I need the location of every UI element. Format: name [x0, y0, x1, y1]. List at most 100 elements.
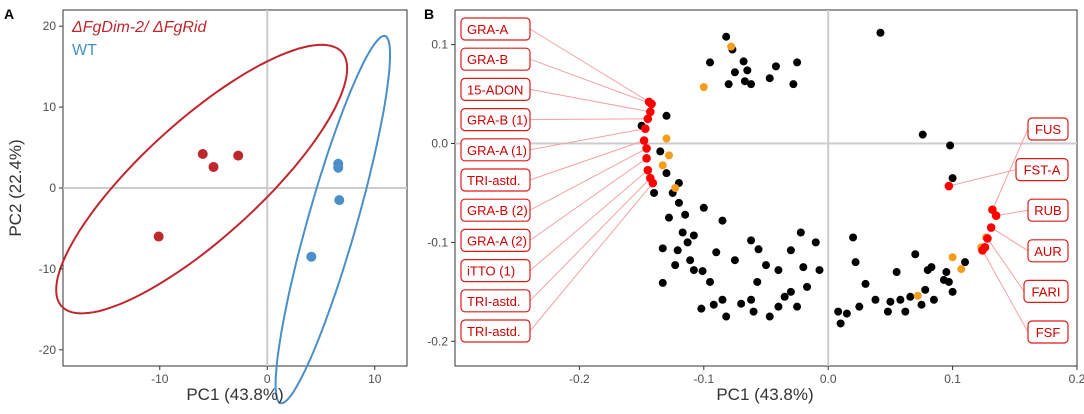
- metabolite-label-box-left-10: [460, 319, 531, 343]
- loading-point-black-10: [793, 58, 802, 67]
- loading-point-black-80: [961, 258, 970, 267]
- loading-point-black-47: [737, 299, 746, 308]
- panel-b-label: B: [424, 6, 434, 22]
- loading-point-black-18: [674, 198, 683, 207]
- metabolite-label-box-left-8: [460, 259, 531, 283]
- metabolite-label-right-5: FSF: [1036, 325, 1061, 340]
- loading-point-orange-2: [662, 134, 671, 143]
- loading-point-black-4: [743, 66, 752, 75]
- metabolite-label-left-4: GRA-A (1): [467, 143, 527, 158]
- legend-entry-wt: WT: [72, 42, 97, 59]
- loading-point-orange-1: [699, 83, 708, 92]
- loading-point-black-66: [901, 307, 910, 316]
- loading-point-black-14: [662, 111, 671, 120]
- loading-point-red-6: [642, 144, 651, 153]
- loading-point-black-16: [662, 169, 671, 178]
- loading-point-black-35: [754, 245, 763, 254]
- metabolite-label-box-left-5: [460, 168, 531, 192]
- loading-point-black-67: [917, 300, 926, 309]
- label-leader-line-left-10: [529, 182, 654, 332]
- loading-point-black-5: [771, 62, 780, 71]
- loading-point-black-73: [911, 250, 920, 259]
- label-leader-line-right-5: [982, 250, 1029, 333]
- loading-point-orange-0: [727, 42, 736, 51]
- score-point-series1-1: [333, 162, 344, 173]
- loading-point-black-61: [861, 279, 870, 288]
- loading-point-black-52: [749, 307, 758, 316]
- panel-a-x-axis-title: PC1 (43.8%): [186, 385, 283, 404]
- legend-entry-mutant: ΔFgDim-2/ ΔFgRid: [71, 19, 207, 36]
- loading-point-black-46: [747, 295, 756, 304]
- loading-point-black-12: [740, 77, 749, 86]
- loading-point-black-50: [697, 304, 706, 313]
- panel-b-zero-lines: [455, 10, 1077, 366]
- panel-a-x-tick-label: 10: [368, 372, 382, 386]
- panel-b-x-tick-label: -0.1: [693, 372, 714, 386]
- loading-point-black-11: [789, 80, 798, 89]
- panel-b-label-leaders: [529, 28, 1029, 333]
- panel-a-pca-plot: A -10 0 10 -20 -10 0 10 20 PC1 (43.8%) PC2 (22.…: [4, 6, 408, 405]
- loading-point-black-72: [892, 268, 901, 277]
- loading-point-red-13: [991, 211, 1001, 220]
- loading-point-red-11: [944, 181, 954, 191]
- panel-a-zero-lines: [63, 10, 407, 366]
- loading-point-black-64: [906, 292, 915, 301]
- loading-point-black-34: [747, 236, 756, 245]
- loading-point-black-24: [658, 244, 667, 253]
- metabolite-label-right-0: FUS: [1035, 122, 1061, 137]
- loading-point-red-17: [978, 246, 987, 255]
- label-leader-line-left-7: [529, 157, 647, 241]
- loading-point-black-39: [796, 228, 805, 237]
- loading-point-red-2: [646, 107, 655, 117]
- metabolite-label-box-right-2: [1027, 198, 1069, 222]
- loading-point-black-77: [939, 275, 948, 284]
- metabolite-label-left-5: TRI-astd.: [467, 173, 520, 188]
- metabolite-label-box-left-6: [460, 198, 531, 222]
- loading-point-black-43: [786, 287, 795, 296]
- loading-point-black-23: [689, 231, 698, 240]
- score-point-series0-3: [153, 231, 164, 242]
- loading-point-black-56: [793, 302, 802, 311]
- label-leader-line-right-4: [987, 238, 1025, 292]
- label-leader-line-left-2: [529, 88, 651, 113]
- panel-a-legend: ΔFgDim-2/ ΔFgRid WT: [71, 19, 207, 59]
- loading-point-black-62: [886, 297, 895, 306]
- loading-point-black-7: [747, 80, 756, 89]
- metabolite-label-left-8: iTTO (1): [467, 264, 515, 279]
- panel-b-metabolite-labels: GRA-A GRA-B 15-ADON GRA-B (1) GRA-A (1) TRI-a…: [460, 17, 1069, 344]
- panel-a-x-tick-label: -10: [151, 372, 169, 386]
- loading-point-black-41: [815, 266, 824, 275]
- metabolite-label-left-9: TRI-astd.: [467, 294, 520, 309]
- metabolite-label-box-right-1: [1015, 158, 1069, 182]
- label-leader-line-left-8: [529, 169, 649, 271]
- confidence-ellipse-0: [55, 43, 349, 315]
- label-leader-line-left-1: [529, 58, 652, 105]
- score-point-series0-2: [233, 150, 244, 161]
- metabolite-label-box-right-0: [1027, 117, 1069, 141]
- loading-point-red-1: [647, 99, 656, 109]
- loading-point-red-7: [642, 154, 651, 163]
- loading-point-black-63: [896, 295, 905, 304]
- loading-point-black-70: [851, 258, 860, 267]
- loading-point-black-3: [739, 57, 748, 66]
- loading-point-black-21: [718, 216, 727, 225]
- loading-point-black-68: [929, 295, 938, 304]
- loading-point-black-37: [774, 266, 783, 275]
- loading-point-black-60: [871, 295, 880, 304]
- loading-point-black-65: [883, 307, 892, 316]
- panel-b-frame: [454, 9, 1078, 367]
- label-leader-line-left-5: [529, 140, 645, 181]
- loading-point-black-54: [765, 312, 774, 321]
- loading-point-red-5: [639, 136, 649, 145]
- loading-point-red-10: [648, 178, 658, 188]
- loading-point-black-82: [946, 141, 955, 150]
- loading-point-orange-5: [671, 184, 680, 192]
- loading-point-black-19: [664, 213, 673, 222]
- loading-point-red-3: [643, 114, 653, 124]
- metabolite-label-box-left-1: [460, 47, 531, 71]
- loading-point-black-40: [811, 238, 820, 247]
- panel-b-y-tick-label: 0.1: [431, 38, 448, 52]
- loading-point-black-25: [673, 246, 682, 255]
- loading-point-black-22: [678, 228, 687, 237]
- metabolite-label-right-1: FST-A: [1024, 163, 1061, 178]
